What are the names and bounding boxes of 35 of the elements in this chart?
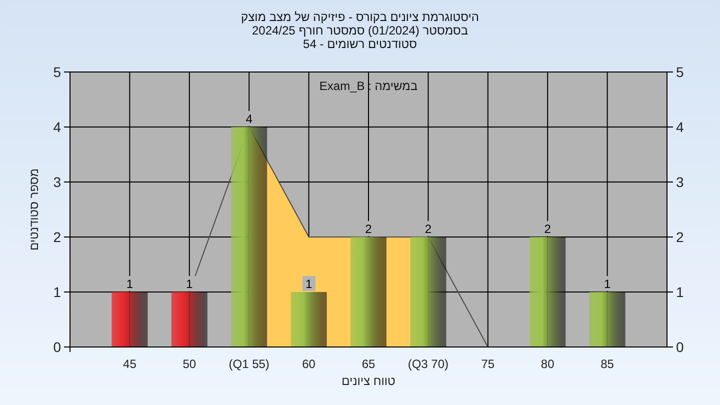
y2-tick-label: 3: [676, 174, 684, 190]
data-label: 1: [604, 277, 611, 291]
x-tick-label: 80: [540, 357, 555, 371]
data-label: 2: [365, 222, 372, 236]
data-label: 4: [246, 112, 253, 126]
x-tick-label: 85: [600, 357, 614, 371]
x-tick-label: 75: [481, 357, 495, 371]
x-axis-title: טווח ציונים: [342, 374, 396, 388]
y2-tick-label: 5: [676, 64, 684, 80]
y-tick-label: 5: [53, 64, 62, 80]
data-label: 2: [424, 222, 432, 236]
data-label: 2: [544, 222, 552, 236]
y-tick-label: 0: [53, 339, 62, 355]
data-label: 1: [186, 277, 194, 291]
y2-tick-label: 2: [676, 229, 684, 245]
x-tick-label: (Q3 70): [408, 357, 449, 371]
data-label: 1: [126, 277, 134, 291]
chart-subtitle: בסמסטר (01/2024) סמסטר חורף 2024/25 סטודנטים רשומים - 54: [252, 24, 468, 51]
y2-tick-label: 1: [676, 284, 684, 300]
x-tick-label: 60: [302, 357, 316, 371]
y2-tick-label: 0: [676, 339, 684, 355]
x-tick-label: (Q1 55): [228, 357, 270, 371]
data-label: 1: [305, 277, 312, 291]
x-tick-label: 50: [182, 357, 196, 371]
x-tick-label: 65: [362, 357, 376, 371]
y-tick-label: 2: [53, 229, 62, 245]
chart-title: היסטוגרמת ציונים בקורס - פיזיקה של מצב מוצק: [241, 10, 479, 24]
y-tick-label: 3: [53, 174, 62, 190]
y-axis-title: מספר סטודנטים: [27, 168, 41, 251]
y-tick-label: 1: [53, 284, 62, 300]
annotation: במשימה : Exam_B: [319, 79, 418, 93]
y-tick-label: 4: [53, 119, 62, 135]
data-label: 1: [302, 276, 316, 291]
y2-tick-label: 4: [676, 119, 684, 135]
x-tick-label: 45: [123, 357, 137, 371]
